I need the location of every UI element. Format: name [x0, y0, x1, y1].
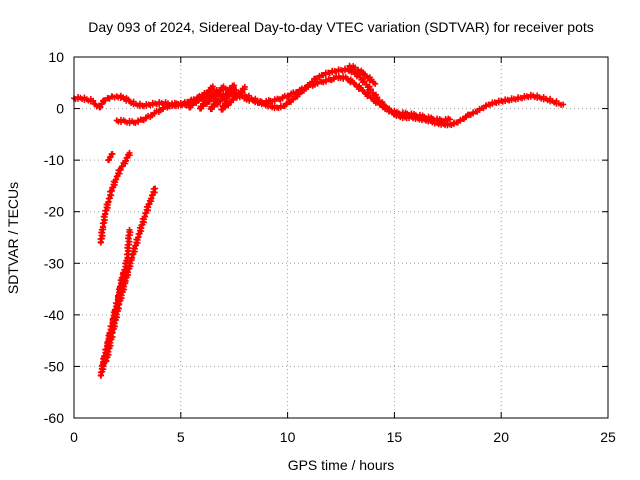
x-tick-label: 25 [600, 429, 616, 445]
x-tick-label: 5 [177, 429, 185, 445]
data-points [71, 62, 567, 379]
data-point [106, 329, 113, 336]
data-point [446, 116, 453, 123]
y-tick-label: -40 [44, 307, 64, 323]
x-tick-label: 0 [70, 429, 78, 445]
data-point [372, 80, 379, 87]
data-point [114, 292, 121, 299]
data-point [118, 274, 125, 281]
data-point [361, 78, 368, 85]
x-tick-label: 10 [280, 429, 296, 445]
data-point [124, 241, 131, 248]
data-point [145, 201, 152, 208]
data-point [123, 251, 130, 258]
y-tick-label: -50 [44, 358, 64, 374]
chart-title: Day 093 of 2024, Sidereal Day-to-day VTE… [88, 19, 594, 35]
data-point [560, 101, 567, 108]
data-point [104, 339, 111, 346]
y-tick-label: -20 [44, 204, 64, 220]
y-tick-label: -30 [44, 255, 64, 271]
data-point [199, 103, 206, 110]
data-point [98, 101, 105, 108]
y-tick-label: 10 [48, 49, 64, 65]
x-axis-label: GPS time / hours [288, 457, 395, 473]
data-point [117, 166, 124, 173]
y-axis-label: SDTVAR / TECUs [5, 182, 21, 294]
data-point [99, 220, 106, 227]
data-point [116, 283, 123, 290]
data-point [148, 192, 155, 199]
data-point [237, 88, 244, 95]
data-point [97, 104, 104, 111]
data-point [105, 195, 112, 202]
axis-ticks: -60 -50 -40 -30 -20 -10 0 10 0 5 10 15 20 25 [44, 49, 616, 445]
data-point [111, 306, 118, 313]
data-point [241, 83, 248, 90]
data-point [120, 270, 127, 277]
data-point [118, 163, 125, 170]
data-point [97, 236, 104, 243]
y-tick-label: 0 [56, 101, 64, 117]
data-point [109, 315, 116, 322]
data-point [229, 97, 236, 104]
y-tick-label: -60 [44, 410, 64, 426]
data-point [123, 155, 130, 162]
plot-frame [73, 56, 609, 419]
y-tick-label: -10 [44, 152, 64, 168]
data-point [126, 149, 133, 156]
data-point [142, 210, 149, 217]
data-point [101, 353, 108, 360]
data-point [126, 226, 133, 233]
data-point [152, 185, 159, 192]
data-point [125, 232, 132, 239]
data-point [90, 97, 97, 104]
data-point [367, 86, 374, 93]
data-point [109, 150, 116, 157]
data-point [289, 96, 296, 103]
data-point [189, 102, 196, 109]
x-tick-label: 20 [493, 429, 509, 445]
data-point [106, 154, 113, 161]
data-point [221, 104, 228, 111]
data-point [99, 362, 106, 369]
x-tick-label: 15 [387, 429, 403, 445]
data-point [210, 103, 217, 110]
